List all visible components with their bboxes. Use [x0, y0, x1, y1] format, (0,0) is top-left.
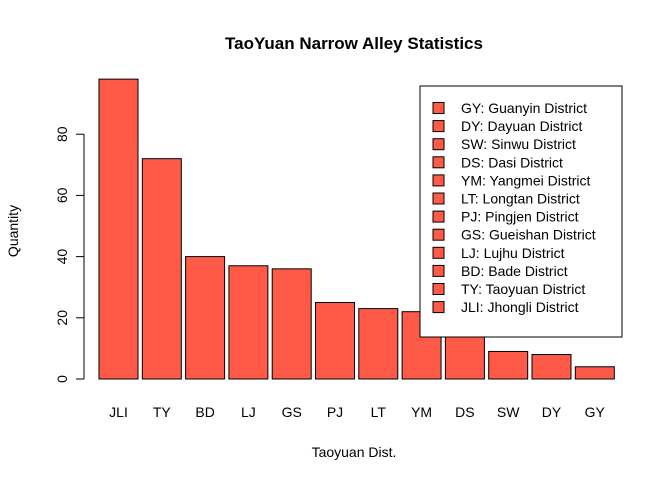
x-tick-label: LT [371, 404, 387, 420]
legend-entry: LT: Longtan District [461, 191, 580, 207]
x-tick-labels: JLI TY BD LJ GS PJ LT YM DS SW DY GY [109, 404, 605, 420]
legend-swatch [432, 120, 445, 133]
bar-pj [315, 302, 355, 380]
legend-swatch [432, 156, 445, 169]
bar-dy [531, 354, 572, 380]
y-tick-label: 0 [54, 375, 70, 383]
legend-entry: LJ: Lujhu District [461, 245, 565, 261]
y-axis-label: Quantity [5, 205, 21, 257]
legend-swatch [432, 283, 445, 295]
legend-swatch [432, 192, 445, 205]
y-axis: 0 20 40 60 80 [54, 126, 85, 383]
legend-entry: PJ: Pingjen District [461, 209, 579, 225]
legend-entry: JLI: Jhongli District [461, 299, 579, 315]
legend-entry: DY: Dayuan District [461, 118, 582, 134]
bar-gy [574, 366, 615, 380]
legend-swatch [432, 228, 445, 241]
bar-lj [228, 265, 269, 380]
bar-bd [185, 256, 226, 380]
x-tick-label: PJ [327, 404, 343, 420]
bar-gs [271, 268, 312, 380]
bar-jli [98, 78, 139, 380]
legend-entry: SW: Sinwu District [461, 136, 576, 152]
x-tick-label: DS [455, 404, 474, 420]
legend-swatch [432, 102, 445, 114]
legend-swatch [432, 246, 445, 259]
y-tick-label: 80 [54, 126, 70, 142]
bars [98, 78, 615, 380]
x-tick-label: TY [153, 404, 172, 420]
y-tick-label: 60 [54, 187, 70, 203]
x-tick-label: BD [195, 404, 214, 420]
legend-swatch [432, 138, 445, 151]
legend: GY: Guanyin District DY: Dayuan District S… [419, 85, 623, 338]
y-tick-label: 20 [54, 310, 70, 326]
x-tick-label: GS [282, 404, 302, 420]
x-tick-label: LJ [241, 404, 256, 420]
legend-swatch [432, 264, 445, 277]
chart-title: TaoYuan Narrow Alley Statistics [225, 34, 483, 53]
legend-swatch [432, 210, 445, 223]
bar-ty [141, 158, 182, 380]
x-tick-label: DY [542, 404, 562, 420]
y-tick-label: 40 [54, 249, 70, 265]
legend-box [419, 85, 623, 338]
bar-lt [358, 308, 399, 380]
legend-entry: GS: Gueishan District [461, 227, 596, 243]
legend-swatch [432, 174, 445, 187]
legend-entry: GY: Guanyin District [461, 100, 587, 116]
x-tick-label: SW [497, 404, 520, 420]
legend-swatch [432, 301, 445, 314]
x-tick-label: YM [411, 404, 432, 420]
bar-sw [488, 350, 529, 380]
legend-entry: DS: Dasi District [461, 154, 563, 170]
x-tick-label: GY [585, 404, 606, 420]
legend-entry: YM: Yangmei District [461, 172, 591, 188]
legend-entry: BD: Bade District [461, 263, 568, 279]
x-axis-label: Taoyuan Dist. [312, 444, 397, 460]
x-tick-label: JLI [109, 404, 128, 420]
legend-entry: TY: Taoyuan District [461, 281, 585, 297]
